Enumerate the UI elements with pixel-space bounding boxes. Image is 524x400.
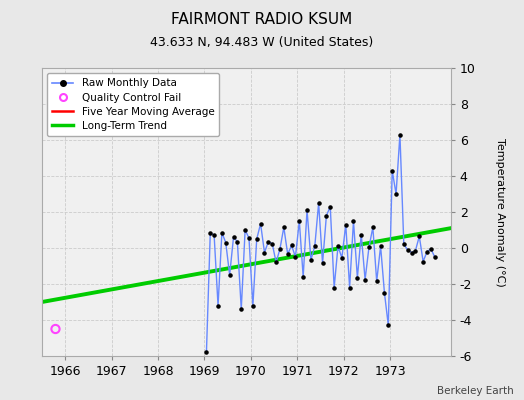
Point xyxy=(253,236,261,242)
Point xyxy=(299,274,308,280)
Legend: Raw Monthly Data, Quality Control Fail, Five Year Moving Average, Long-Term Tren: Raw Monthly Data, Quality Control Fail, … xyxy=(47,73,220,136)
Point xyxy=(361,276,369,283)
Point xyxy=(396,131,404,138)
Point xyxy=(272,259,280,266)
Point xyxy=(431,254,439,260)
Point xyxy=(217,230,226,236)
Point xyxy=(427,246,435,252)
Point xyxy=(233,238,242,245)
Point xyxy=(276,246,284,252)
Point xyxy=(225,272,234,278)
Point xyxy=(388,167,396,174)
Point xyxy=(280,224,288,230)
Point xyxy=(322,212,331,219)
Point xyxy=(400,241,408,248)
Point xyxy=(353,274,362,281)
Point xyxy=(314,200,323,206)
Point xyxy=(287,242,296,248)
Point xyxy=(319,260,327,266)
Point xyxy=(295,218,303,224)
Point xyxy=(337,255,346,261)
Point xyxy=(283,251,292,258)
Point xyxy=(423,248,431,255)
Point xyxy=(307,256,315,263)
Text: FAIRMONT RADIO KSUM: FAIRMONT RADIO KSUM xyxy=(171,12,353,27)
Point xyxy=(245,235,253,241)
Point xyxy=(369,224,377,230)
Point xyxy=(256,220,265,227)
Point xyxy=(403,246,412,253)
Point xyxy=(380,290,389,296)
Point xyxy=(330,284,339,291)
Point xyxy=(365,244,373,250)
Point xyxy=(241,227,249,233)
Point xyxy=(357,231,365,238)
Point xyxy=(376,243,385,250)
Point xyxy=(342,222,350,228)
Point xyxy=(334,243,342,250)
Point xyxy=(350,218,358,224)
Point xyxy=(303,207,311,214)
Point xyxy=(392,191,400,197)
Point xyxy=(260,249,269,256)
Point xyxy=(222,239,230,246)
Point xyxy=(249,302,257,309)
Point xyxy=(419,258,428,265)
Point xyxy=(264,238,272,245)
Point xyxy=(206,230,214,236)
Point xyxy=(291,254,300,260)
Point xyxy=(237,306,245,312)
Text: Berkeley Earth: Berkeley Earth xyxy=(437,386,514,396)
Point xyxy=(411,248,420,254)
Point xyxy=(373,278,381,284)
Y-axis label: Temperature Anomaly (°C): Temperature Anomaly (°C) xyxy=(495,138,505,286)
Point xyxy=(51,326,60,332)
Point xyxy=(326,203,334,210)
Text: 43.633 N, 94.483 W (United States): 43.633 N, 94.483 W (United States) xyxy=(150,36,374,49)
Point xyxy=(345,284,354,291)
Point xyxy=(202,349,211,356)
Point xyxy=(230,234,238,240)
Point xyxy=(311,243,319,250)
Point xyxy=(407,249,416,256)
Point xyxy=(210,232,219,238)
Point xyxy=(384,322,392,329)
Point xyxy=(214,302,222,309)
Point xyxy=(268,240,276,247)
Point xyxy=(415,233,423,240)
